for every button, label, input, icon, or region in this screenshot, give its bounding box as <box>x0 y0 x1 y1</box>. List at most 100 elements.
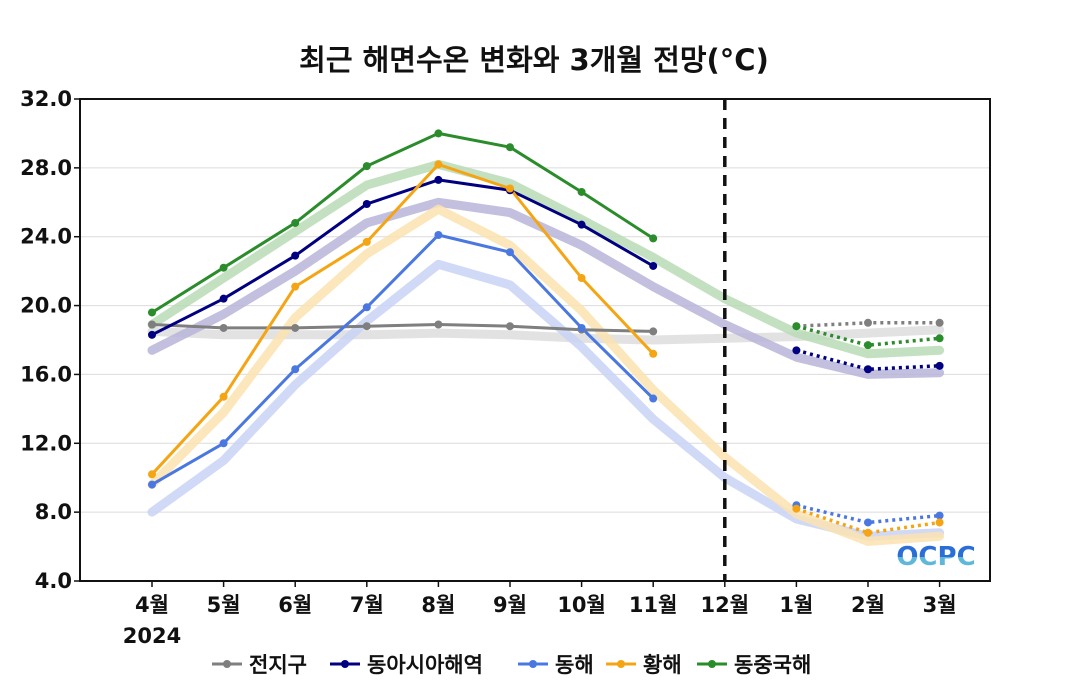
observed-point-동해 <box>148 480 156 489</box>
y-tick-label: 4.0 <box>35 569 72 593</box>
observed-point-전지구 <box>649 327 658 336</box>
series-points <box>148 129 944 537</box>
observed-point-동해 <box>649 394 658 403</box>
observed-point-황해 <box>434 160 443 169</box>
forecast-point-동중국해 <box>935 334 944 343</box>
x-tick-label: 3월 <box>923 593 957 617</box>
forecast-point-황해 <box>792 504 801 513</box>
normal-band-동중국해 <box>147 159 945 359</box>
observed-line-동해 <box>151 233 655 486</box>
legend-swatch-marker <box>341 660 349 668</box>
observed-point-전지구 <box>219 323 228 332</box>
observed-point-동아시아해역 <box>362 200 371 209</box>
y-tick-label: 12.0 <box>20 431 72 455</box>
series-lines <box>150 131 940 535</box>
observed-point-동중국해 <box>362 162 371 171</box>
observed-point-황해 <box>506 184 514 193</box>
observed-point-전지구 <box>362 322 371 331</box>
observed-point-황해 <box>362 237 371 246</box>
legend-label: 황해 <box>643 653 682 677</box>
x-tick-label: 5월 <box>207 593 241 617</box>
y-tick-label: 24.0 <box>20 225 72 249</box>
legend: 전지구 동아시아해역 동해 황해 동중국해 <box>212 653 811 677</box>
legend-item-황해: 황해 <box>606 653 682 677</box>
legend-swatch-marker <box>529 660 537 668</box>
x-tick-label: 8월 <box>421 593 455 617</box>
ocpc-logo-text: OCPC <box>896 542 975 572</box>
observed-point-동중국해 <box>148 308 156 317</box>
legend-label: 동중국해 <box>734 653 811 677</box>
y-tick-label: 28.0 <box>20 156 72 180</box>
normal-band-동아시아해역 <box>147 197 945 379</box>
observed-point-동아시아해역 <box>291 251 300 260</box>
observed-point-동중국해 <box>219 263 228 272</box>
forecast-point-황해 <box>864 528 872 537</box>
observed-point-황해 <box>219 392 228 401</box>
y-tick-label: 8.0 <box>35 500 72 524</box>
y-tick-label: 20.0 <box>20 294 72 318</box>
forecast-point-동중국해 <box>864 341 872 350</box>
observed-point-동아시아해역 <box>649 261 658 270</box>
x-tick-label: 10월 <box>557 593 606 617</box>
observed-point-황해 <box>148 470 156 479</box>
forecast-line-동아시아해역 <box>795 348 940 372</box>
observed-line-전지구 <box>151 323 654 333</box>
legend-swatch-marker <box>708 660 716 668</box>
observed-point-황해 <box>649 349 658 358</box>
observed-point-동중국해 <box>291 218 300 227</box>
forecast-line-동해 <box>795 503 940 525</box>
observed-point-동해 <box>506 248 514 257</box>
normal-band-황해 <box>147 204 945 546</box>
observed-point-전지구 <box>434 320 443 329</box>
observed-point-동중국해 <box>434 129 443 138</box>
forecast-point-전지구 <box>935 318 944 327</box>
forecast-point-동해 <box>864 518 872 527</box>
observed-line-황해 <box>150 162 655 476</box>
x-tick-label: 4월 <box>135 593 169 617</box>
legend-label: 동해 <box>555 653 594 677</box>
forecast-point-동중국해 <box>792 322 801 331</box>
legend-item-동아시아해역: 동아시아해역 <box>330 653 483 677</box>
legend-swatch-marker <box>617 660 625 668</box>
observed-point-동중국해 <box>577 187 586 196</box>
observed-point-동아시아해역 <box>148 330 156 339</box>
x-tick-label: 7월 <box>350 593 384 617</box>
observed-point-동중국해 <box>649 234 658 243</box>
observed-point-동해 <box>577 323 586 332</box>
x-tick-label: 6월 <box>278 593 312 617</box>
observed-line-동아시아해역 <box>151 178 654 337</box>
forecast-point-황해 <box>935 518 944 527</box>
x-tick-label: 9월 <box>493 593 527 617</box>
legend-item-동해: 동해 <box>518 653 594 677</box>
observed-point-전지구 <box>148 320 156 329</box>
plot-frame <box>79 98 991 582</box>
y-tick-label: 16.0 <box>20 362 72 386</box>
observed-point-동중국해 <box>506 143 514 152</box>
year-label: 2024 <box>123 624 181 648</box>
observed-point-동해 <box>434 230 443 239</box>
legend-item-동중국해: 동중국해 <box>697 653 811 677</box>
observed-point-전지구 <box>291 323 300 332</box>
forecast-point-동아시아해역 <box>935 361 944 370</box>
observed-point-동해 <box>362 303 371 312</box>
chart-title: 최근 해면수온 변화와 3개월 전망(°C) <box>299 43 769 77</box>
observed-point-황해 <box>577 274 586 283</box>
observed-point-동아시아해역 <box>577 220 586 229</box>
forecast-point-전지구 <box>864 318 872 327</box>
forecast-point-동아시아해역 <box>792 346 801 355</box>
x-tick-label: 12월 <box>701 593 750 617</box>
legend-item-전지구: 전지구 <box>212 653 307 677</box>
observed-point-황해 <box>291 282 300 291</box>
x-tick-label: 2월 <box>851 593 885 617</box>
y-axis-ticks: 4.0 8.0 12.0 16.0 20.0 24.0 28.0 32.0 <box>20 87 80 593</box>
normal-bands <box>147 159 945 546</box>
observed-point-동아시아해역 <box>434 175 443 184</box>
legend-label: 동아시아해역 <box>367 653 483 677</box>
observed-point-동해 <box>219 439 228 448</box>
legend-swatch-marker <box>223 660 231 668</box>
x-tick-label: 11월 <box>629 593 678 617</box>
forecast-point-동해 <box>935 511 944 520</box>
x-tick-label: 1월 <box>779 593 813 617</box>
observed-line-동중국해 <box>151 131 655 314</box>
